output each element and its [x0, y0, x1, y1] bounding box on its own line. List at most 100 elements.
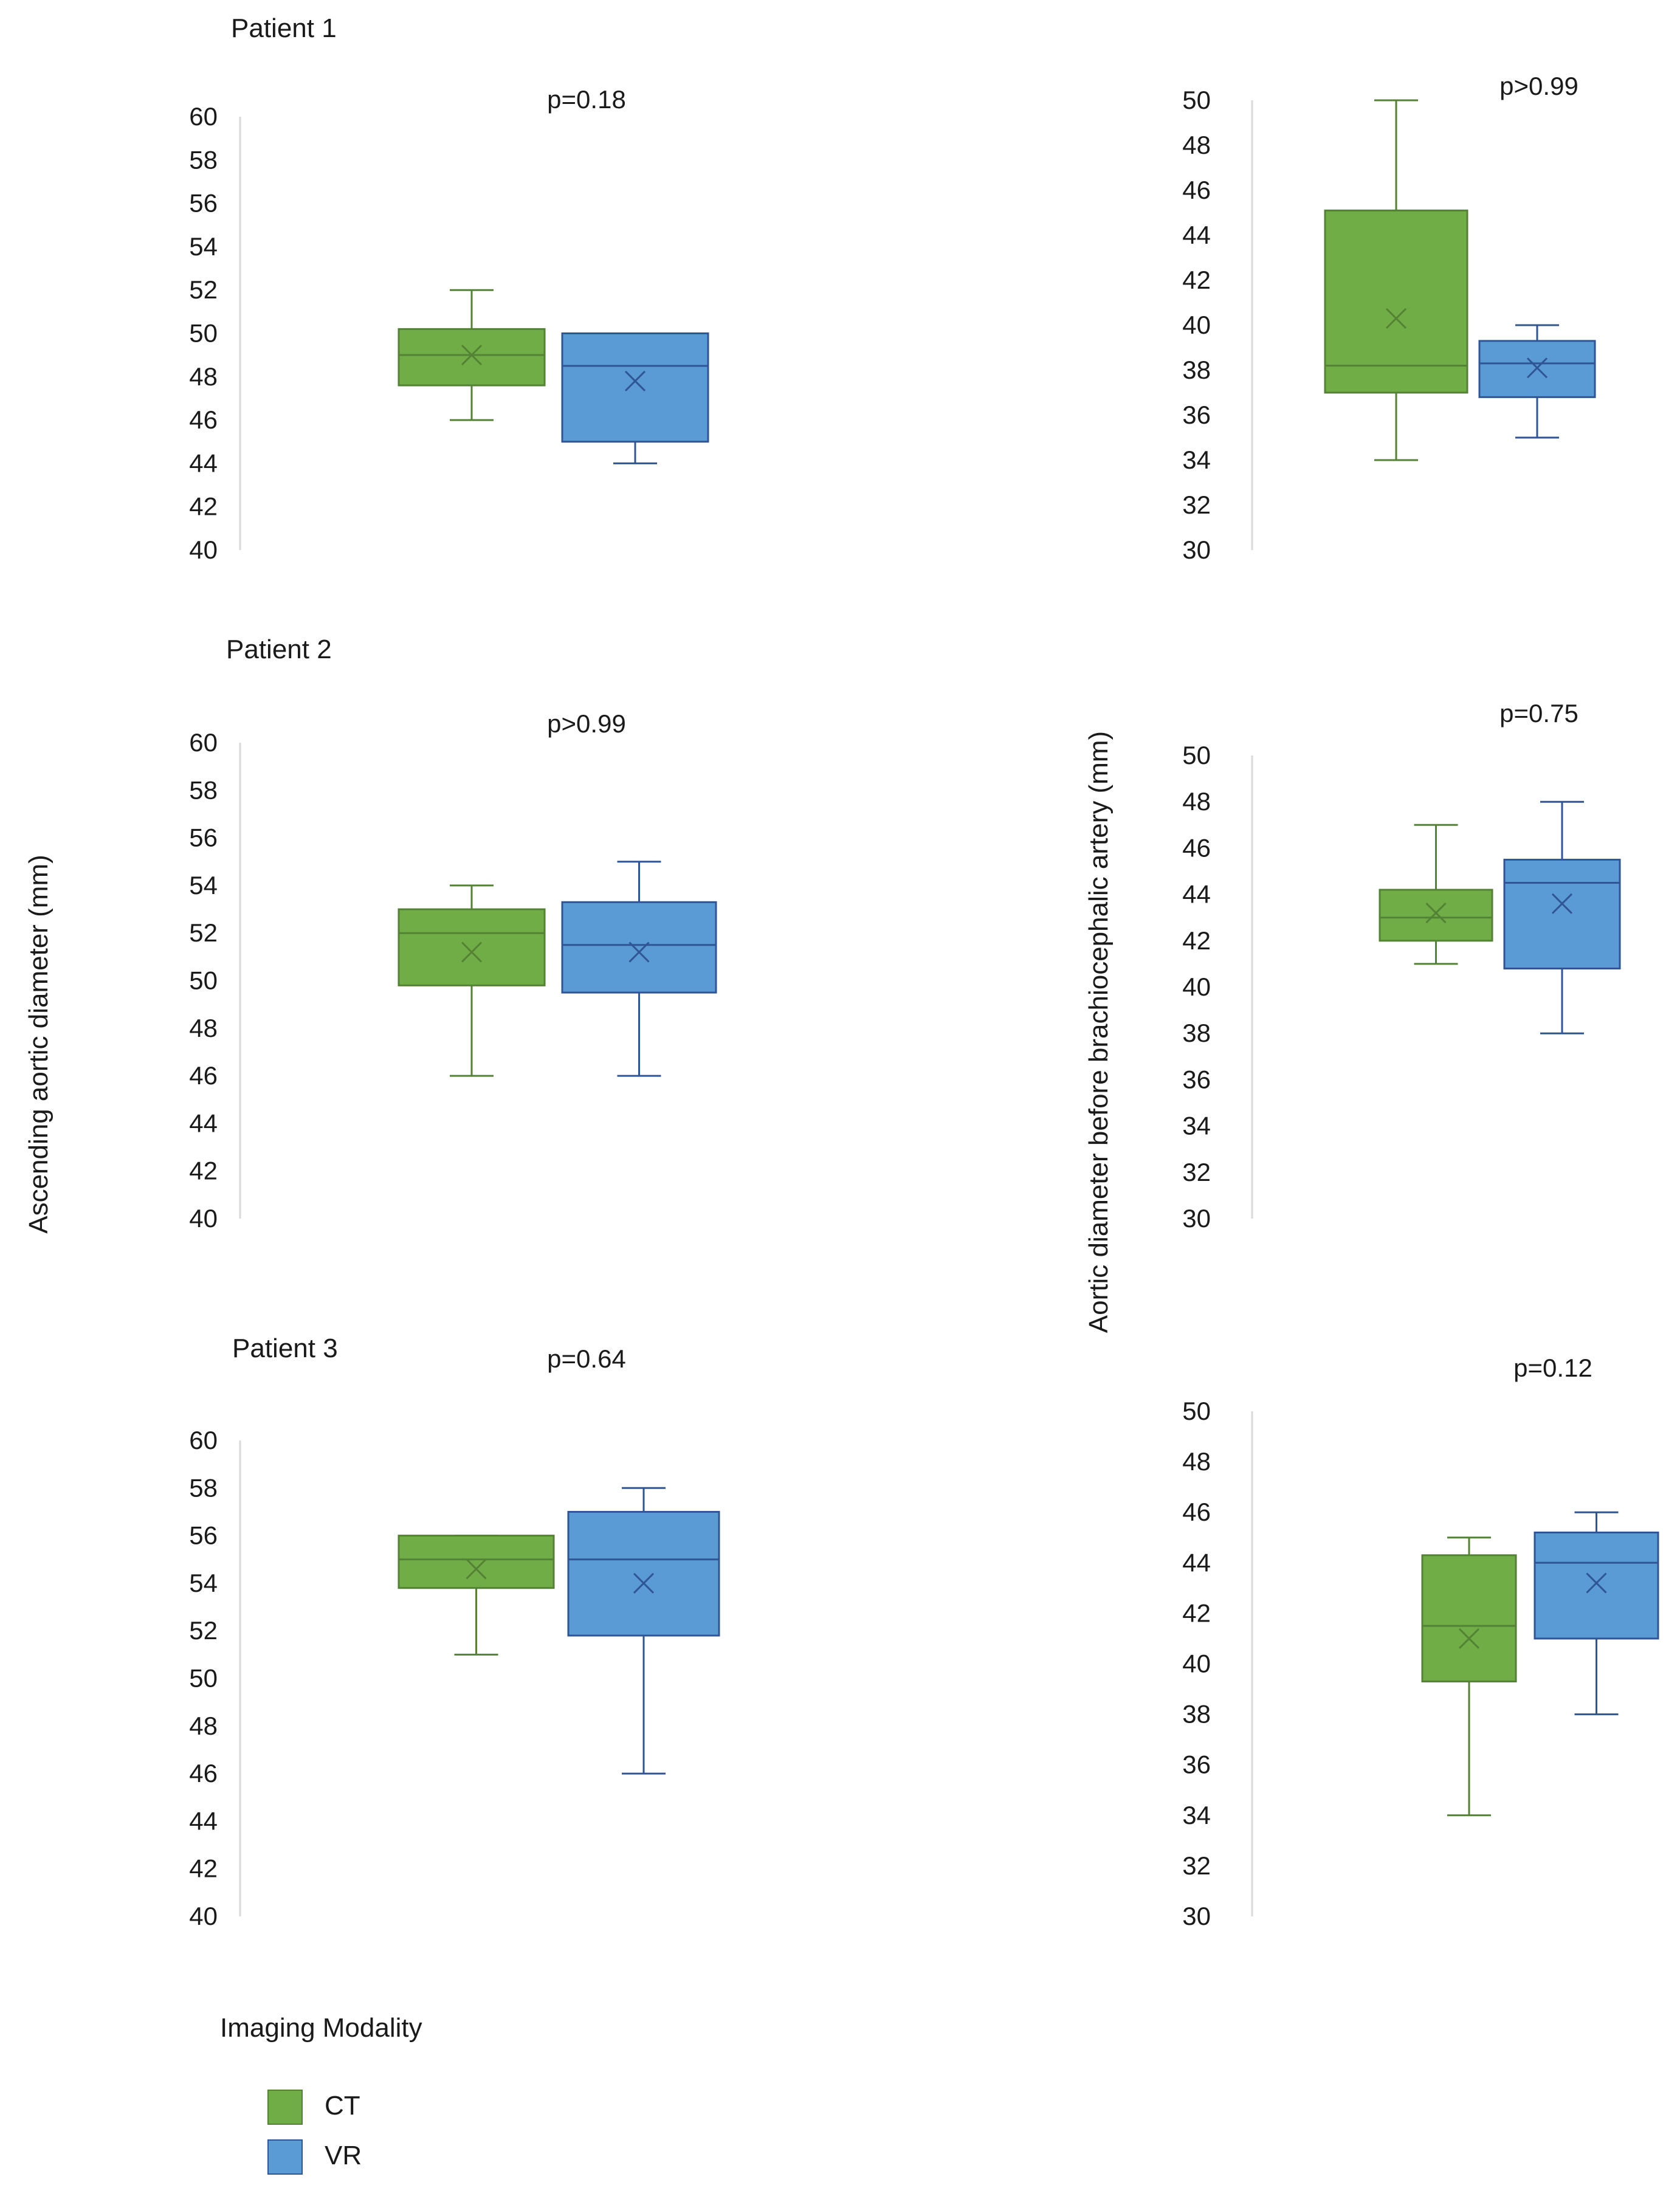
- panel-1-tick-label: 54: [189, 232, 218, 261]
- panel-5-tick-label: 56: [189, 1521, 218, 1550]
- panel-6-tick-label: 34: [1182, 1801, 1211, 1829]
- panel-3-tick-label: 42: [189, 1157, 218, 1185]
- panel-2-vr-box: [1478, 340, 1596, 398]
- panel-6-tick-label: 48: [1182, 1447, 1211, 1476]
- panel-2-tick-label: 34: [1182, 446, 1211, 474]
- panel-1-tick-label: 42: [189, 492, 218, 521]
- panel-5-ct-box: [398, 1535, 555, 1589]
- patient-3-label: Patient 3: [232, 1333, 338, 1363]
- panel-1-tick-label: 60: [189, 102, 218, 131]
- panel-1-tick-label: 56: [189, 189, 218, 218]
- panel-5-tick-label: 44: [189, 1806, 218, 1835]
- panel-6-tick-label: 46: [1182, 1498, 1211, 1526]
- panel-2-tick-label: 44: [1182, 221, 1211, 249]
- panel-1-tick-label: 52: [189, 275, 218, 304]
- panel-6-tick-label: 38: [1182, 1700, 1211, 1729]
- panel-6-p-value: p=0.12: [1513, 1354, 1592, 1382]
- panel-4-tick-label: 40: [1182, 972, 1211, 1001]
- panel-1-ct-box: [398, 328, 546, 387]
- panel-3-vr-box: [561, 901, 717, 994]
- panel-4-ct-mean-marker: [1425, 903, 1447, 924]
- panel-6-tick-label: 30: [1182, 1902, 1211, 1930]
- panel-5-tick-label: 54: [189, 1569, 218, 1597]
- panel-2-tick-label: 38: [1182, 356, 1211, 384]
- panel-4-tick-label: 30: [1182, 1204, 1211, 1233]
- panel-1-tick-label: 50: [189, 319, 218, 348]
- panel-6-tick-label: 32: [1182, 1851, 1211, 1880]
- left-y-axis-title: Ascending aortic diameter (mm): [24, 855, 53, 1234]
- panel-1-p-value: p=0.18: [547, 85, 626, 114]
- panel-5-tick-label: 58: [189, 1473, 218, 1502]
- panel-3-ct-box: [398, 908, 546, 986]
- panel-4-ct-box: [1379, 889, 1493, 942]
- panel-3-tick-label: 44: [189, 1109, 218, 1137]
- panel-2-tick-label: 42: [1182, 266, 1211, 294]
- patient-1-label: Patient 1: [231, 13, 337, 43]
- panel-2-ct-mean-marker: [1385, 308, 1407, 329]
- panel-3-tick-label: 52: [189, 918, 218, 947]
- panel-5-vr-mean-marker: [633, 1572, 655, 1594]
- legend-ct-swatch: [267, 2090, 303, 2125]
- panel-5-tick-label: 40: [189, 1902, 218, 1930]
- panel-1-tick-label: 46: [189, 405, 218, 434]
- legend-vr-label: VR: [325, 2141, 362, 2170]
- panel-3-p-value: p>0.99: [547, 709, 626, 738]
- panel-3-ct-mean-marker: [461, 941, 483, 963]
- patient-2-label: Patient 2: [226, 635, 332, 664]
- panel-4-tick-label: 34: [1182, 1112, 1211, 1140]
- panel-4-tick-label: 48: [1182, 787, 1211, 816]
- right-y-axis-title: Aortic diameter before brachiocephalic a…: [1084, 731, 1114, 1333]
- panel-5-tick-label: 46: [189, 1759, 218, 1787]
- panel-3-tick-label: 40: [189, 1204, 218, 1233]
- panel-4-vr-box: [1503, 858, 1621, 970]
- panel-4-tick-label: 38: [1182, 1019, 1211, 1047]
- panel-6-tick-label: 40: [1182, 1650, 1211, 1678]
- panel-1-ct-mean-marker: [461, 345, 483, 366]
- panel-5-ct-mean-marker: [466, 1558, 487, 1580]
- panel-1-tick-label: 58: [189, 145, 218, 174]
- panel-2-tick-label: 32: [1182, 490, 1211, 519]
- panel-2-tick-label: 48: [1182, 131, 1211, 159]
- panel-5-tick-label: 52: [189, 1616, 218, 1645]
- panel-4-p-value: p=0.75: [1499, 699, 1578, 728]
- panel-4-tick-label: 32: [1182, 1158, 1211, 1186]
- panel-2-tick-label: 36: [1182, 401, 1211, 429]
- panel-6-ct-mean-marker: [1458, 1628, 1480, 1650]
- panel-4-tick-label: 46: [1182, 833, 1211, 862]
- panel-4-tick-label: 42: [1182, 926, 1211, 955]
- panel-5-tick-label: 60: [189, 1426, 218, 1454]
- panel-2-p-value: p>0.99: [1499, 72, 1578, 100]
- legend-title: Imaging Modality: [220, 2013, 422, 2043]
- panel-2-tick-label: 30: [1182, 535, 1211, 564]
- panel-3-tick-label: 58: [189, 776, 218, 804]
- legend-ct-label: CT: [325, 2091, 360, 2121]
- panel-2-tick-label: 50: [1182, 86, 1211, 114]
- panel-1-tick-label: 44: [189, 449, 218, 477]
- panel-5-vr-box: [567, 1510, 720, 1637]
- panel-5-p-value: p=0.64: [547, 1344, 626, 1373]
- panel-3-vr-mean-marker: [628, 941, 650, 963]
- panel-1-vr-mean-marker: [624, 370, 646, 391]
- panel-3-tick-label: 48: [189, 1014, 218, 1042]
- panel-5-tick-label: 42: [189, 1854, 218, 1883]
- panel-6-tick-label: 42: [1182, 1598, 1211, 1627]
- panel-6-vr-box: [1534, 1531, 1659, 1640]
- panel-4-tick-label: 36: [1182, 1065, 1211, 1093]
- panel-4-tick-label: 50: [1182, 741, 1211, 769]
- panel-1-tick-label: 48: [189, 362, 218, 391]
- panel-5-tick-label: 50: [189, 1664, 218, 1693]
- panel-3-tick-label: 54: [189, 871, 218, 900]
- panel-5-tick-label: 48: [189, 1712, 218, 1740]
- panel-2-vr-mean-marker: [1526, 357, 1548, 379]
- panel-6-tick-label: 44: [1182, 1548, 1211, 1577]
- panel-2-ct-box: [1324, 209, 1468, 394]
- panel-6-ct-box: [1421, 1554, 1517, 1683]
- panel-3-tick-label: 50: [189, 966, 218, 995]
- legend-vr-swatch: [267, 2139, 303, 2175]
- panel-6-vr-mean-marker: [1586, 1572, 1607, 1594]
- panel-3-tick-label: 56: [189, 824, 218, 852]
- panel-6-tick-label: 50: [1182, 1397, 1211, 1425]
- panel-3-tick-label: 46: [189, 1061, 218, 1090]
